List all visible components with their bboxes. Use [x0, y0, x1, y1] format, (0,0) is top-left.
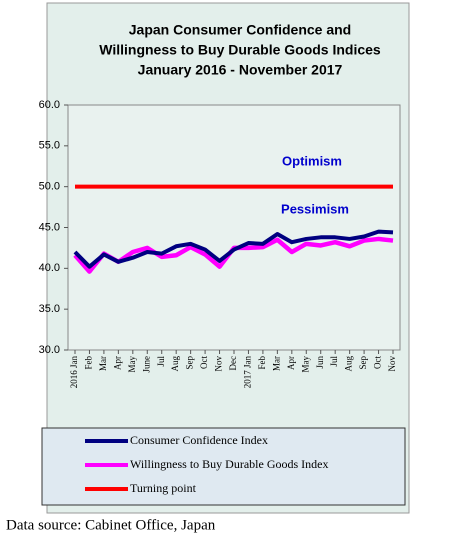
- x-tick-label: Apr: [286, 356, 296, 370]
- chart-title: January 2016 - November 2017: [138, 62, 343, 78]
- x-tick-label: Mar: [98, 356, 108, 371]
- chart-title: Willingness to Buy Durable Goods Indices: [99, 42, 381, 58]
- y-tick-label: 35.0: [39, 303, 60, 315]
- y-tick-label: 40.0: [39, 262, 60, 274]
- legend-label: Consumer Confidence Index: [130, 433, 268, 447]
- x-tick-label: Mar: [271, 356, 281, 371]
- x-tick-label: Nov: [387, 356, 397, 372]
- y-tick-label: 60.0: [39, 99, 60, 111]
- x-tick-label: Jun: [315, 356, 325, 369]
- x-tick-label: Aug: [170, 356, 180, 372]
- x-tick-label: May: [300, 356, 310, 373]
- x-tick-label: 2017 Jan: [243, 356, 253, 389]
- x-tick-label: Nov: [214, 356, 224, 372]
- y-tick-label: 30.0: [39, 344, 60, 356]
- annotation: Optimism: [282, 153, 342, 168]
- y-tick-label: 55.0: [39, 140, 60, 152]
- x-tick-label: Oct: [199, 356, 209, 369]
- x-tick-label: Oct: [373, 356, 383, 369]
- x-tick-label: Feb: [84, 356, 94, 370]
- series-line: [73, 229, 394, 269]
- annotation: Pessimism: [281, 201, 349, 216]
- x-tick-label: Jul: [329, 356, 339, 367]
- chart-title: Japan Consumer Confidence and: [129, 22, 351, 38]
- legend-label: Willingness to Buy Durable Goods Index: [130, 457, 329, 471]
- x-tick-label: Sep: [358, 356, 368, 370]
- x-tick-label: Jul: [156, 356, 166, 367]
- x-tick-label: 2016 Jan: [69, 356, 79, 389]
- x-tick-label: June: [141, 356, 151, 373]
- x-tick-label: Sep: [185, 356, 195, 370]
- legend-label: Turning point: [130, 481, 197, 495]
- x-tick-label: Aug: [344, 356, 354, 372]
- x-tick-label: May: [127, 356, 137, 373]
- plot-area: [67, 104, 401, 351]
- y-tick-label: 45.0: [39, 221, 60, 233]
- y-tick-label: 50.0: [39, 181, 60, 193]
- x-tick-label: Apr: [112, 356, 122, 370]
- source-note: Data source: Cabinet Office, Japan: [6, 517, 216, 533]
- x-tick-label: Dec: [228, 356, 238, 371]
- x-tick-label: Feb: [257, 356, 267, 370]
